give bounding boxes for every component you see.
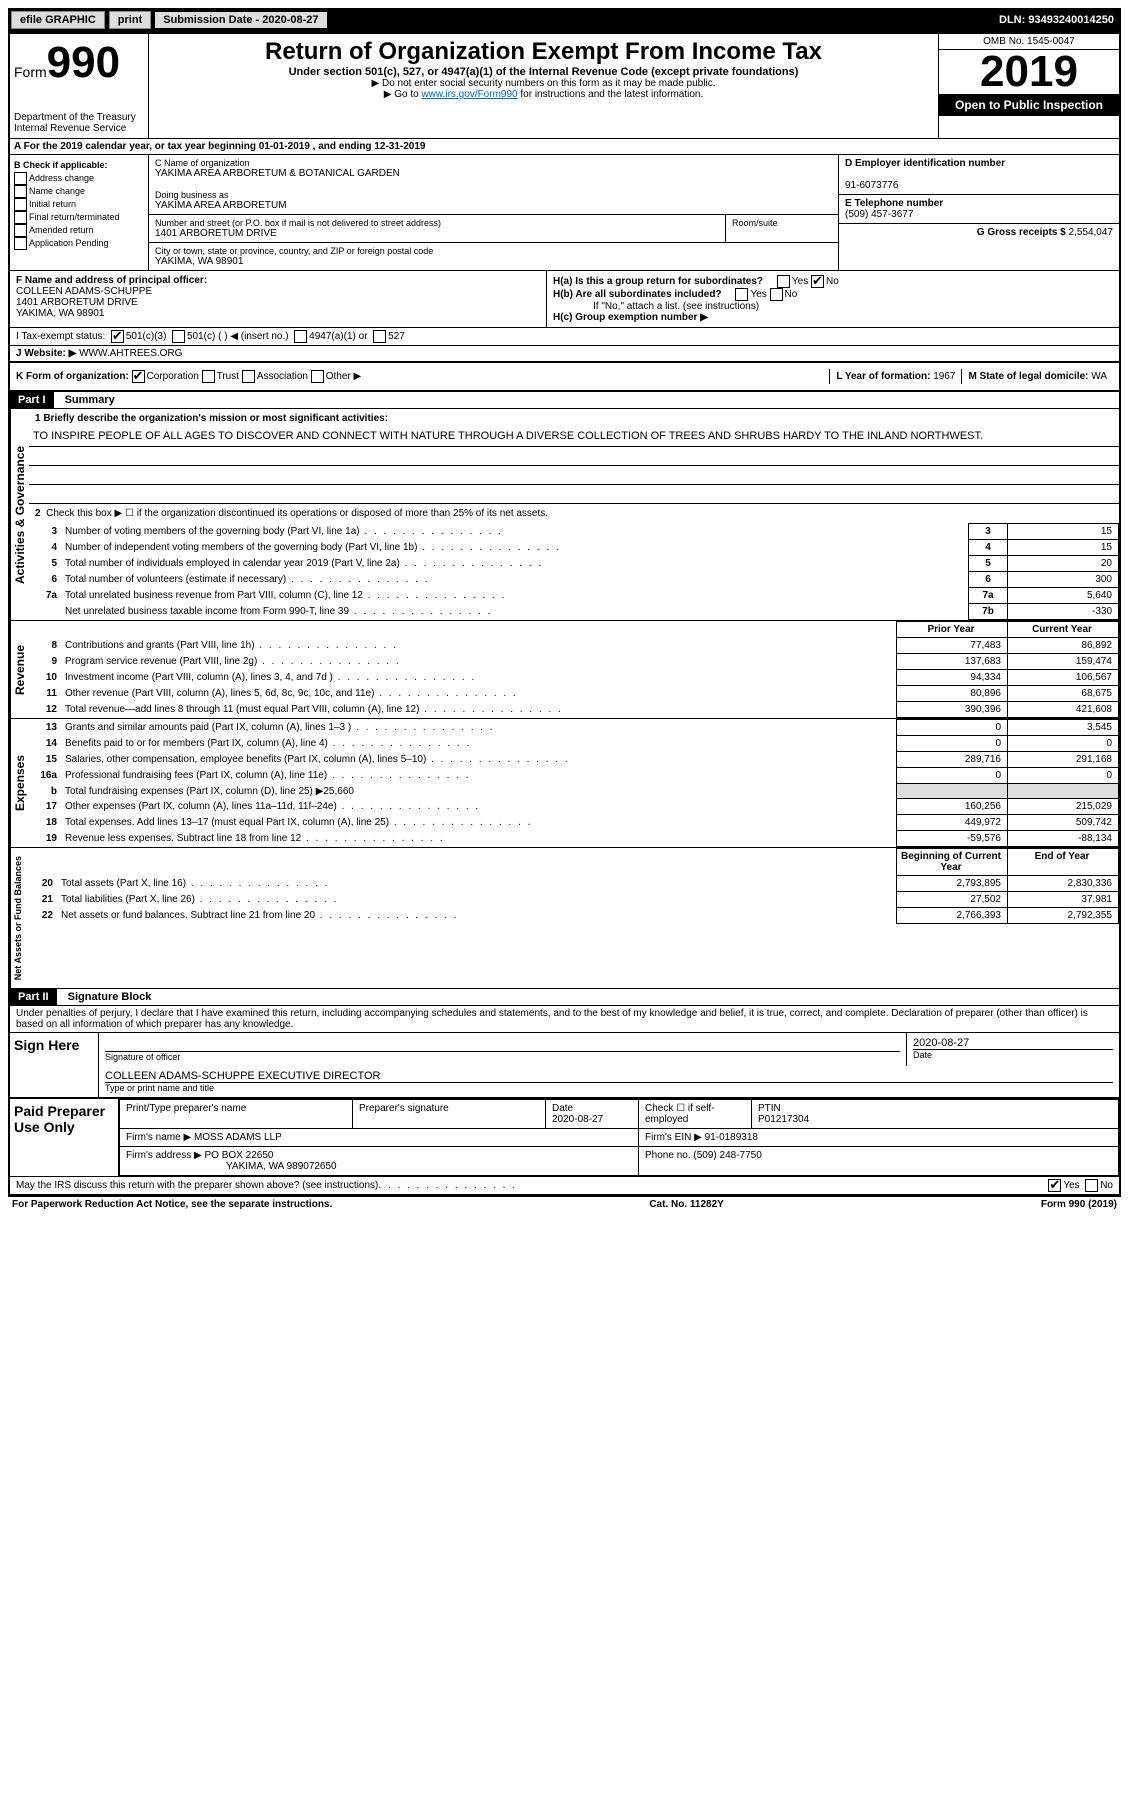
dept-label: Department of the Treasury	[14, 112, 144, 123]
footer: For Paperwork Reduction Act Notice, see …	[8, 1196, 1121, 1212]
form-container: Form990 Department of the Treasury Inter…	[8, 32, 1121, 1196]
room-cell: Room/suite	[725, 215, 838, 243]
sig-officer-label: Signature of officer	[105, 1051, 900, 1062]
mission-text: TO INSPIRE PEOPLE OF ALL AGES TO DISCOVE…	[29, 428, 1119, 447]
tax-year: 2019	[939, 50, 1119, 94]
discuss-row: May the IRS discuss this return with the…	[10, 1176, 1119, 1194]
expenses-table: 13Grants and similar amounts paid (Part …	[29, 719, 1119, 847]
name-title-label: Type or print name and title	[105, 1083, 1113, 1093]
q2: 2 Check this box ▶ ☐ if the organization…	[29, 504, 1119, 523]
check-if-applicable: B Check if applicable: Address change Na…	[10, 155, 149, 270]
declaration: Under penalties of perjury, I declare th…	[10, 1005, 1119, 1032]
tax-exempt-row: I Tax-exempt status: 501(c)(3) 501(c) ( …	[10, 327, 1119, 345]
paperwork-notice: For Paperwork Reduction Act Notice, see …	[12, 1199, 332, 1210]
dln: DLN: 93493240014250	[999, 14, 1118, 26]
efile-btn[interactable]: efile GRAPHIC	[11, 11, 105, 29]
top-bar: efile GRAPHIC print Submission Date - 20…	[8, 8, 1121, 32]
revenue-table: Prior YearCurrent Year 8Contributions an…	[29, 621, 1119, 718]
expenses-label: Expenses	[10, 719, 29, 847]
sign-here-label: Sign Here	[10, 1033, 99, 1097]
netassets-label: Net Assets or Fund Balances	[10, 848, 25, 988]
line-a: A For the 2019 calendar year, or tax yea…	[10, 139, 1119, 155]
preparer-table: Print/Type preparer's name Preparer's si…	[119, 1099, 1119, 1176]
officer-name: COLLEEN ADAMS-SCHUPPE EXECUTIVE DIRECTOR	[105, 1070, 1113, 1083]
instr-2: ▶ Go to www.irs.gov/Form990 for instruct…	[157, 89, 930, 100]
website-row: J Website: ▶ WWW.AHTREES.ORG	[10, 345, 1119, 362]
form-header: Form990 Department of the Treasury Inter…	[10, 34, 1119, 139]
address-cell: Number and street (or P.O. box if mail i…	[149, 215, 725, 243]
form-number: Form990	[14, 38, 144, 88]
governance-label: Activities & Governance	[10, 409, 29, 620]
form-subtitle: Under section 501(c), 527, or 4947(a)(1)…	[157, 66, 930, 78]
open-public: Open to Public Inspection	[939, 94, 1119, 116]
info-grid: B Check if applicable: Address change Na…	[10, 155, 1119, 270]
date-label: Date	[913, 1049, 1113, 1060]
irs-label: Internal Revenue Service	[14, 123, 144, 134]
instr-1: ▶ Do not enter social security numbers o…	[157, 78, 930, 89]
sig-date: 2020-08-27	[913, 1037, 1113, 1049]
print-btn[interactable]: print	[109, 11, 151, 29]
governance-table: 3Number of voting members of the governi…	[29, 523, 1119, 620]
part2-header: Part II Signature Block	[10, 988, 1119, 1005]
cat-no: Cat. No. 11282Y	[649, 1199, 723, 1210]
principal-row: F Name and address of principal officer:…	[10, 270, 1119, 327]
netassets-table: Beginning of Current YearEnd of Year 20T…	[25, 848, 1119, 924]
form-org-row: K Form of organization: Corporation Trus…	[10, 362, 1119, 392]
form-title: Return of Organization Exempt From Incom…	[157, 38, 930, 66]
paid-preparer-label: Paid Preparer Use Only	[10, 1099, 119, 1176]
q1: 1 Briefly describe the organization's mi…	[29, 409, 1119, 428]
form-footer: Form 990 (2019)	[1041, 1199, 1117, 1210]
revenue-label: Revenue	[10, 621, 29, 718]
city-cell: City or town, state or province, country…	[149, 243, 838, 270]
ein-cell: D Employer identification number 91-6073…	[839, 155, 1119, 195]
submission-date: Submission Date - 2020-08-27	[155, 12, 326, 28]
org-name-cell: C Name of organization YAKIMA AREA ARBOR…	[149, 155, 838, 215]
form990-link[interactable]: www.irs.gov/Form990	[421, 89, 517, 100]
phone-cell: E Telephone number (509) 457-3677	[839, 195, 1119, 224]
gross-receipts-cell: G Gross receipts $ 2,554,047	[839, 224, 1119, 241]
part1-header: Part I Summary	[10, 392, 1119, 408]
